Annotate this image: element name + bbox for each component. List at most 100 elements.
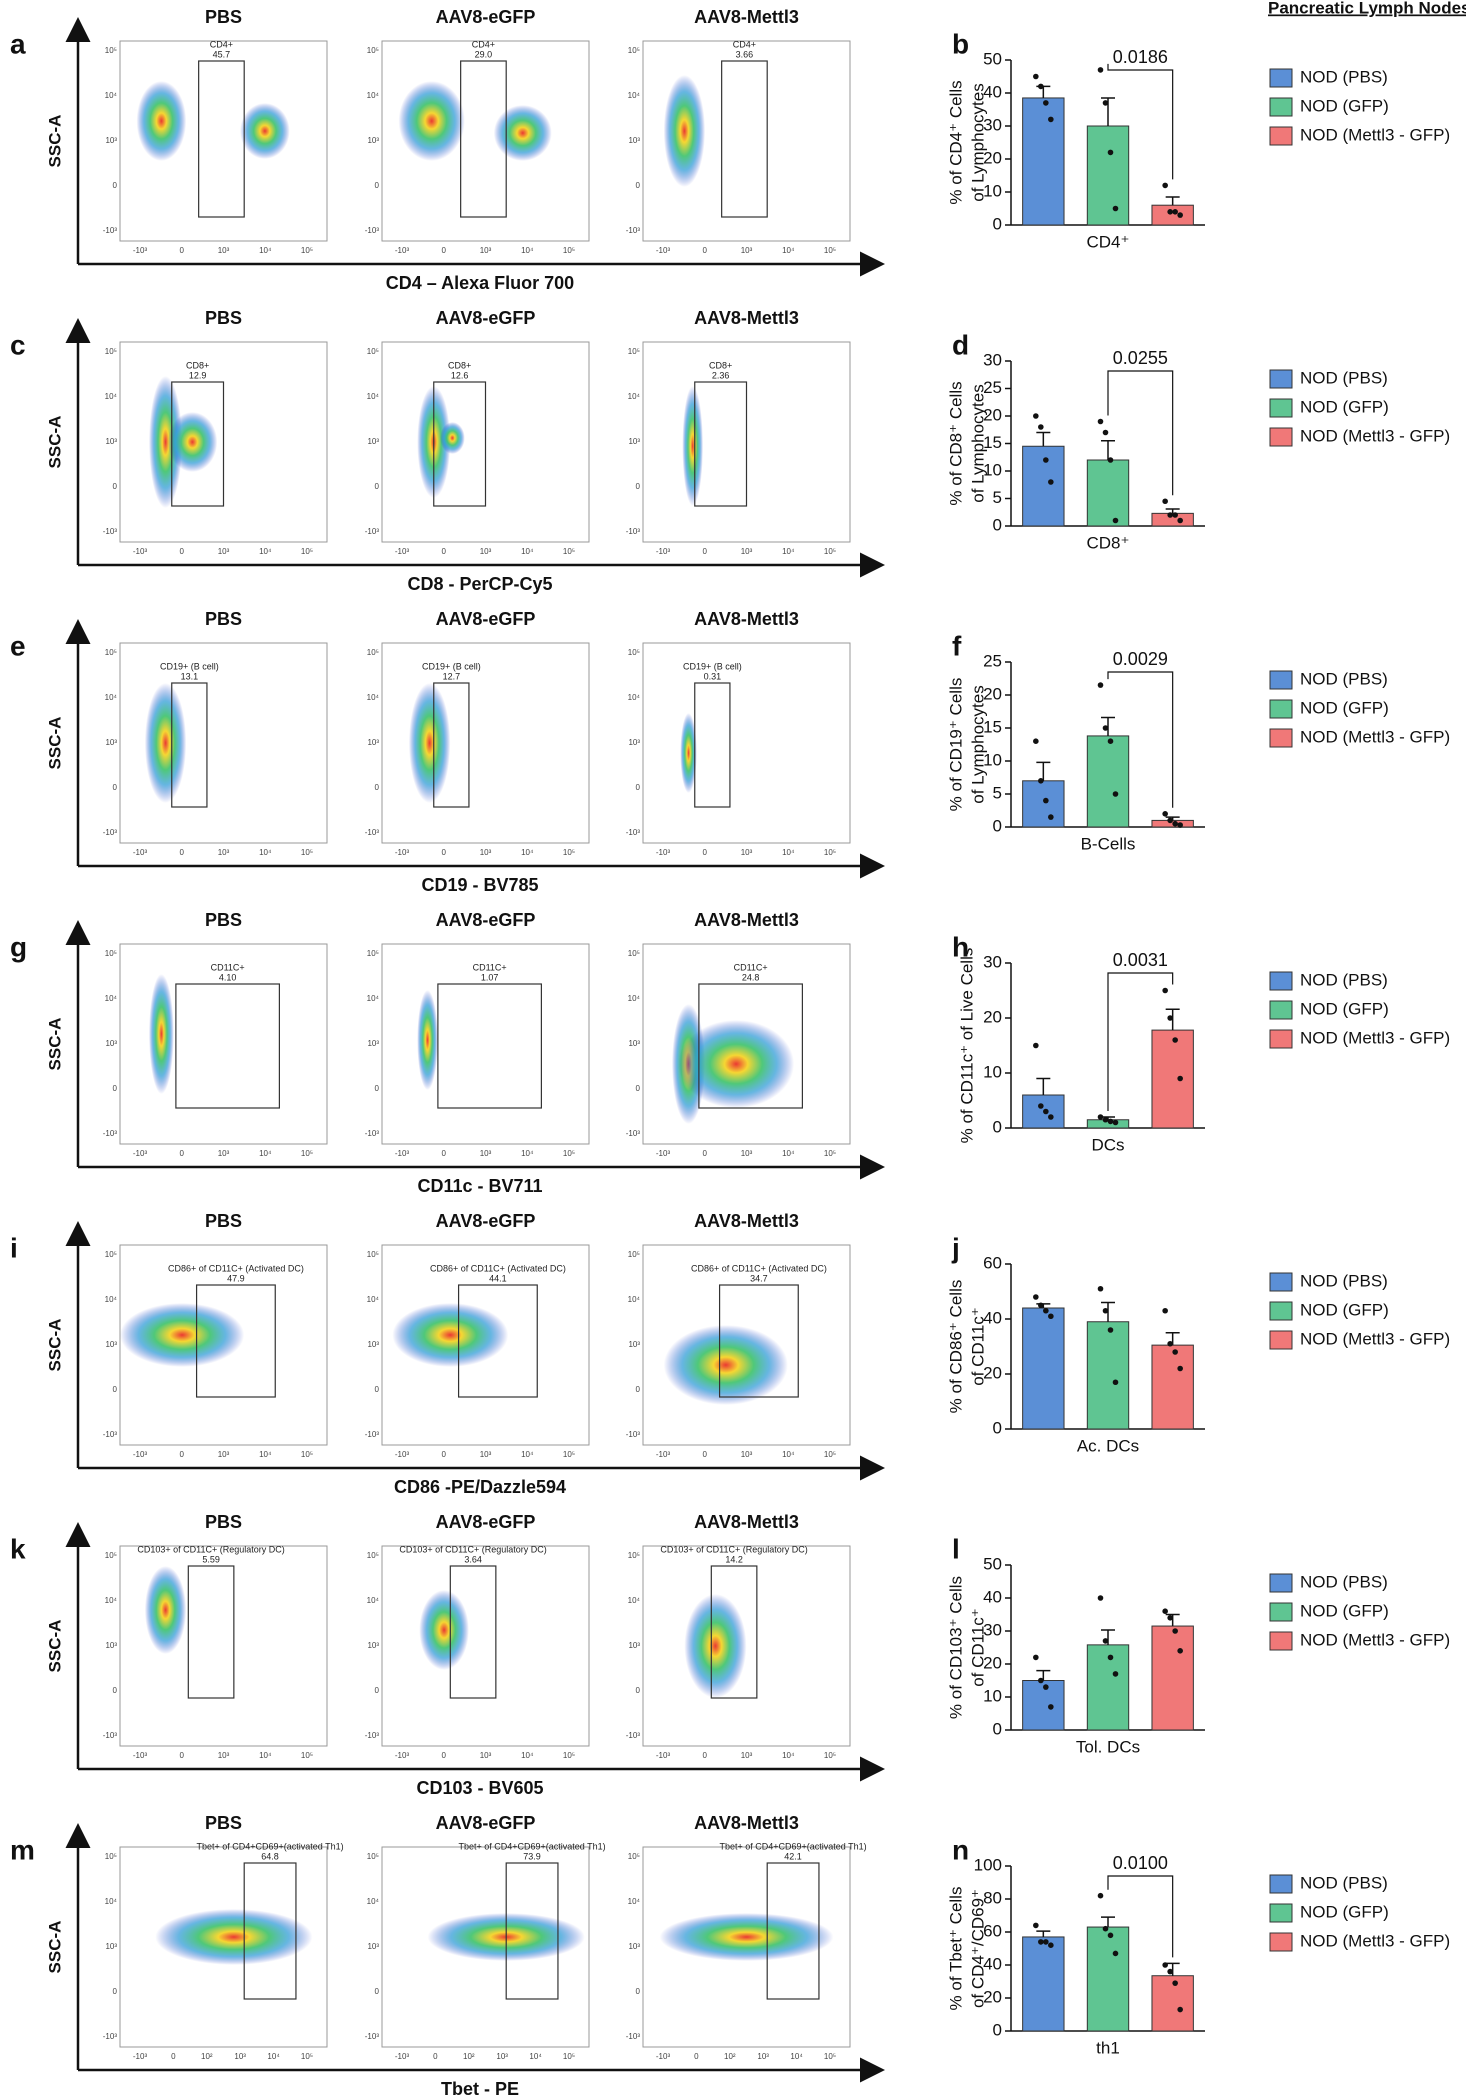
y-tick-label: -10³ [365,1129,380,1138]
gate-label: CD86+ of CD11C+ (Activated DC) [430,1263,566,1273]
group-title: AAV8-eGFP [436,7,536,27]
data-point [1048,814,1054,820]
x-tick-label: 10³ [480,246,492,255]
data-point [1167,512,1173,518]
y-tick-label: -10³ [626,2032,641,2041]
y-tick-label: -10³ [103,527,118,536]
y-tick-label: 10⁴ [628,1897,641,1906]
data-point [1177,1648,1183,1654]
y-tick-label: 10⁵ [367,46,379,55]
density-cloud [417,990,438,1090]
plot-frame [381,1545,590,1747]
density-cloud [419,1590,469,1670]
data-point [1097,67,1104,73]
plot-frame [381,642,590,844]
legend-label: NOD (PBS) [1300,1271,1388,1290]
plot-frame [642,642,851,844]
y-tick-label: 10⁴ [628,1295,641,1304]
x-tick-label: 10⁵ [301,848,313,857]
legend-label: NOD (GFP) [1300,397,1389,416]
y-tick-label: 10³ [367,1039,379,1048]
y-tick-label: -10³ [103,1129,118,1138]
density-cloud [659,1913,834,1961]
gate-label: CD19+ (B cell) [683,661,742,671]
data-point [1033,1294,1039,1300]
y-tick-label: -10³ [626,1129,641,1138]
y-tick-label: 15 [983,433,1002,452]
plot-frame [381,1244,590,1446]
y-axis-label: of Lymphocytes [968,685,987,803]
y-tick-label: 10⁵ [367,1852,379,1861]
y-tick-label: 10⁵ [105,46,117,55]
y-tick-label: -10³ [365,226,380,235]
bar [1151,204,1194,226]
panel-letter: f [952,630,962,661]
legend-swatch [1269,369,1293,389]
x-tick-label: 10⁵ [824,246,836,255]
data-point [1038,1103,1044,1109]
y-tick-label: 10⁵ [105,1551,117,1560]
y-tick-label: 10⁴ [367,1295,380,1304]
x-tick-label: -10³ [656,2052,671,2061]
y-tick-label: 40 [983,1954,1002,1973]
legend-label: NOD (Mettl3 - GFP) [1300,1931,1450,1950]
y-axis-label: % of CD86⁺ Cells [946,1280,965,1414]
panel-letter: a [10,28,26,59]
gate [694,682,731,808]
data-point [1112,517,1119,524]
gate [433,682,470,808]
y-tick-label: 10⁵ [628,347,640,356]
x-tick-label: 10⁵ [563,246,575,255]
legend-label: NOD (PBS) [1300,1873,1388,1892]
bar [1022,1307,1065,1430]
legend-swatch [1269,68,1293,88]
y-tick-label: 0 [993,2020,1002,2039]
y-tick-label: -10³ [103,226,118,235]
x-tick-label: 10⁵ [563,2052,575,2061]
legend-swatch [1269,97,1293,117]
y-tick-label: 0 [375,482,380,491]
data-point [1033,1654,1039,1661]
error-bar [1101,1916,1115,1928]
gate-value: 45.7 [213,49,231,59]
data-point [1033,1922,1039,1929]
y-tick-label: 10⁴ [105,693,118,702]
x-tick-label: -10³ [656,848,671,857]
y-tick-label: 0 [993,816,1002,835]
bar [1086,1926,1130,2032]
data-point [1172,512,1178,518]
bar [1151,1975,1194,2032]
plot-frame [381,943,590,1145]
gate-label: CD4+ [472,39,495,49]
x-tick-label: 10⁵ [301,2052,313,2061]
y-tick-label: 25 [983,378,1002,397]
data-point [1043,1684,1049,1690]
density-cloud [680,713,697,793]
x-tick-label: 10⁴ [259,848,272,857]
p-value: 0.0029 [1113,649,1168,669]
x-tick-label: 10⁵ [563,1450,575,1459]
y-tick-label: 20 [983,405,1002,424]
bar [1151,1625,1194,1731]
p-value: 0.0255 [1113,348,1168,368]
y-tick-label: 10 [983,1062,1002,1081]
y-tick-label: 10⁵ [367,949,379,958]
legend-label: NOD (Mettl3 - GFP) [1300,125,1450,144]
data-point [1112,1119,1119,1126]
bar [1086,459,1130,527]
data-point [1048,1313,1054,1320]
data-point [1162,182,1168,189]
x-tick-label: -10³ [395,1450,410,1459]
x-tick-label: 0 [171,2052,176,2061]
x-tick-label: 10⁴ [782,1149,795,1158]
error-bar [1036,1930,1051,1937]
legend-label: NOD (Mettl3 - GFP) [1300,426,1450,445]
data-point [1038,1302,1044,1309]
data-point [1167,817,1173,824]
x-tick-label: 0 [703,1149,708,1158]
gate-label: CD11C+ [734,962,768,972]
gate [460,60,507,218]
gate [437,983,542,1109]
x-tick-label: 10⁴ [267,2052,280,2061]
x-tick-label: -10³ [133,1149,148,1158]
